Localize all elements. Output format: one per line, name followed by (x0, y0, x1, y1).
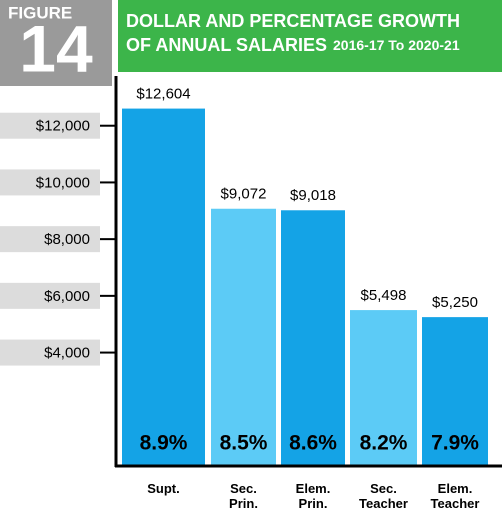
x-tick-line: Elem. (438, 481, 473, 496)
y-tick-label: $12,000 (36, 118, 90, 135)
x-tick-label: Elem. Teacher (431, 481, 480, 511)
chart-title-line2: OF ANNUAL SALARIES 2016-17 To 2020-21 (126, 35, 460, 55)
value-label: $9,072 (221, 186, 267, 203)
y-tick-label: $6,000 (44, 288, 90, 305)
x-tick-label: Sec. Prin. (229, 481, 258, 511)
percent-label: 8.6% (289, 432, 337, 455)
value-label: $5,250 (432, 294, 478, 311)
y-tick-box (0, 282, 100, 309)
x-tick-line: Prin. (229, 496, 258, 511)
x-tick-label: Sec. Teacher (359, 481, 408, 511)
x-tick-label: Elem. Prin. (296, 481, 331, 511)
x-tick-label: Supt. (147, 481, 180, 496)
y-tick-box (0, 226, 100, 253)
y-tick-label: $4,000 (44, 345, 90, 362)
x-tick-line: Elem. (296, 481, 331, 496)
bar (281, 210, 345, 466)
y-tick-box (0, 169, 100, 196)
value-label: $12,604 (136, 86, 190, 103)
x-tick-line: Supt. (147, 481, 180, 496)
value-label: $5,498 (361, 287, 407, 304)
y-tick-box (0, 339, 100, 366)
percent-label: 8.9% (140, 432, 188, 455)
x-tick-line: Teacher (431, 496, 480, 511)
y-tick-label: $8,000 (44, 231, 90, 248)
bar (350, 310, 417, 466)
percent-label: 8.5% (220, 432, 268, 455)
x-tick-line: Sec. (370, 481, 397, 496)
title-line2: OF ANNUAL SALARIES (126, 35, 327, 55)
figure-box (0, 0, 112, 86)
bar (122, 108, 205, 466)
percent-label: 8.2% (360, 432, 408, 455)
figure-label: FIGURE (8, 3, 72, 22)
figure-number: 14 (19, 11, 93, 85)
y-tick-label: $10,000 (36, 174, 90, 191)
subtitle: 2016-17 To 2020-21 (333, 37, 460, 53)
x-tick-line: Sec. (230, 481, 257, 496)
x-tick-line: Prin. (299, 496, 328, 511)
bar (422, 317, 488, 466)
title-box (118, 0, 502, 72)
bar (211, 208, 276, 466)
value-label: $9,018 (290, 187, 336, 204)
percent-label: 7.9% (431, 432, 479, 455)
x-tick-line: Teacher (359, 496, 408, 511)
y-tick-box (0, 112, 100, 139)
chart-title: DOLLAR AND PERCENTAGE GROWTH (126, 11, 460, 31)
